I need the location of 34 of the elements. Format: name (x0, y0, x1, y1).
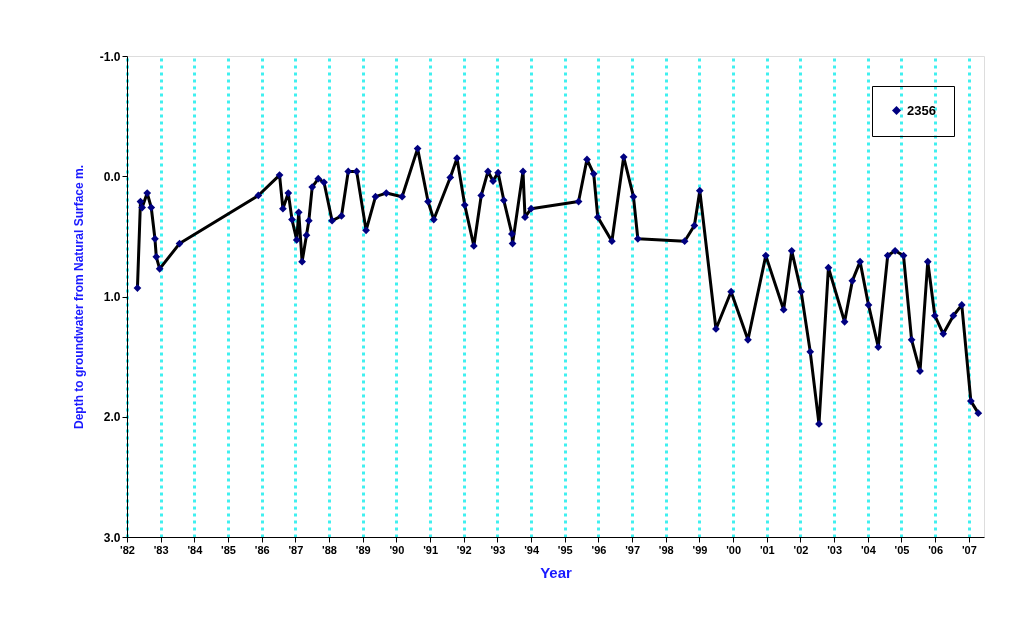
x-tick-label: '91 (423, 543, 438, 556)
x-tick-label: '98 (658, 543, 674, 556)
y-tick-label: 1.0 (103, 290, 121, 304)
x-tick-label: '02 (793, 543, 809, 556)
x-tick-label: '84 (187, 543, 204, 556)
x-tick-label: '87 (288, 543, 304, 556)
x-tick-label: '90 (389, 543, 405, 556)
x-tick-label: '86 (254, 543, 270, 556)
legend-label: 2356 (907, 102, 936, 118)
x-tick-label: '94 (524, 543, 540, 556)
x-tick-label: '93 (490, 543, 506, 556)
x-tick-label: '95 (557, 543, 573, 556)
y-tick-label: 2.0 (103, 410, 121, 425)
x-tick-label: '06 (928, 543, 944, 556)
x-tick-label: '01 (759, 543, 775, 556)
x-tick-label: '05 (894, 543, 910, 556)
x-tick-label: '07 (961, 543, 977, 556)
x-tick-label: '85 (221, 543, 236, 556)
y-tick-label: 0.0 (103, 169, 121, 184)
x-tick-label: '96 (591, 543, 607, 556)
x-tick-label: '97 (625, 543, 641, 556)
x-tick-label: '03 (827, 543, 843, 556)
x-tick-label: '88 (322, 543, 337, 556)
x-tick-label: '82 (120, 543, 135, 556)
x-tick-label: '83 (153, 543, 169, 556)
x-tick-label: '04 (860, 543, 877, 556)
x-tick-label: '89 (355, 543, 371, 556)
y-tick-label: 3.0 (103, 530, 121, 545)
x-tick-label: '92 (456, 543, 472, 556)
x-tick-label: '99 (692, 543, 708, 556)
x-tick-label: '00 (726, 543, 742, 556)
x-axis-title: Year (540, 563, 573, 581)
y-tick-label: -1.0 (99, 49, 121, 64)
y-axis-title: Depth to groundwater from Natural Surface m. (71, 164, 86, 430)
